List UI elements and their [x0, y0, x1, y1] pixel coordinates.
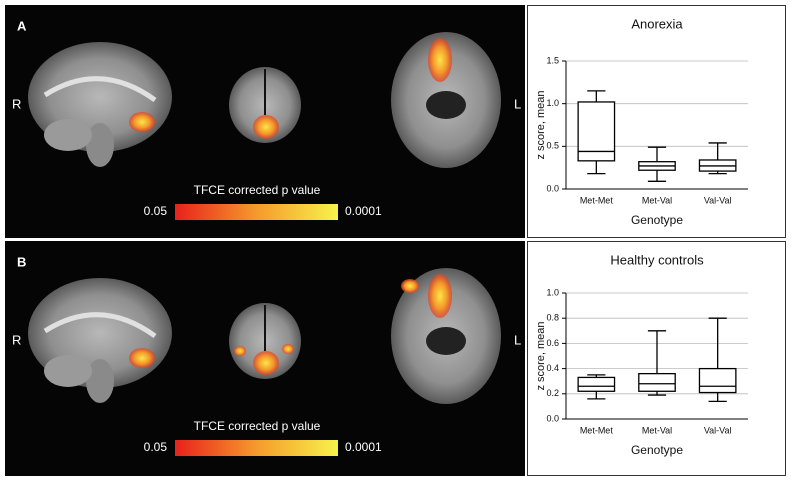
brainstem	[86, 359, 114, 403]
x-tick-label: Val-Val	[704, 195, 732, 205]
x-tick-label: Val-Val	[704, 425, 732, 435]
side-label: L	[514, 332, 521, 347]
chart-title: Anorexia	[631, 16, 683, 31]
colorbar-title: TFCE corrected p value	[194, 183, 321, 197]
y-tick-label: 1.5	[546, 55, 559, 65]
side-label: R	[12, 332, 21, 347]
y-tick-label: 1.0	[546, 98, 559, 108]
y-tick-label: 0.0	[546, 413, 559, 423]
activation	[428, 274, 452, 318]
activation	[253, 351, 279, 375]
box	[698, 367, 737, 394]
y-tick-label: 1.0	[546, 287, 559, 297]
y-tick-label: 0.5	[546, 141, 559, 151]
activation	[129, 348, 155, 368]
colorbar-max: 0.0001	[345, 204, 382, 218]
x-tick-label: Met-Met	[580, 425, 614, 435]
x-tick-label: Met-Met	[580, 195, 614, 205]
cerebellum	[44, 119, 92, 151]
side-label: L	[514, 96, 521, 111]
box	[638, 372, 676, 392]
activation	[234, 346, 246, 356]
ventricles	[426, 91, 466, 119]
panel-label: B	[17, 254, 26, 269]
y-axis-label: z score, mean	[535, 321, 547, 390]
y-tick-label: 0.4	[546, 363, 559, 373]
chart-title: Healthy controls	[610, 252, 704, 267]
colorbar	[175, 440, 338, 456]
x-tick-label: Met-Val	[642, 425, 672, 435]
brain-images	[28, 32, 501, 168]
brainstem	[86, 123, 114, 167]
colorbar-max: 0.0001	[345, 440, 382, 454]
box	[577, 376, 616, 392]
activation	[428, 38, 452, 82]
activation	[282, 344, 294, 354]
brain-fold	[43, 312, 157, 339]
side-label: R	[12, 96, 21, 111]
activation	[253, 115, 279, 139]
colorbar	[175, 204, 338, 220]
activation	[129, 112, 155, 132]
ventricles	[426, 327, 466, 355]
chart-panel	[527, 5, 786, 238]
brain-images	[28, 268, 501, 404]
colorbar-title: TFCE corrected p value	[194, 419, 321, 433]
brain-fold	[43, 76, 157, 103]
x-tick-label: Met-Val	[642, 195, 672, 205]
activation	[401, 279, 419, 293]
x-axis-label: Genotype	[631, 443, 683, 457]
y-axis-label: z score, mean	[535, 90, 547, 159]
panel-label: A	[17, 18, 27, 33]
y-tick-label: 0.8	[546, 313, 559, 323]
cerebellum	[44, 355, 92, 387]
colorbar-min: 0.05	[144, 204, 168, 218]
x-axis-label: Genotype	[631, 213, 683, 227]
y-tick-label: 0.0	[546, 183, 559, 193]
y-tick-label: 0.6	[546, 338, 559, 348]
y-tick-label: 0.2	[546, 388, 559, 398]
colorbar-min: 0.05	[144, 440, 168, 454]
